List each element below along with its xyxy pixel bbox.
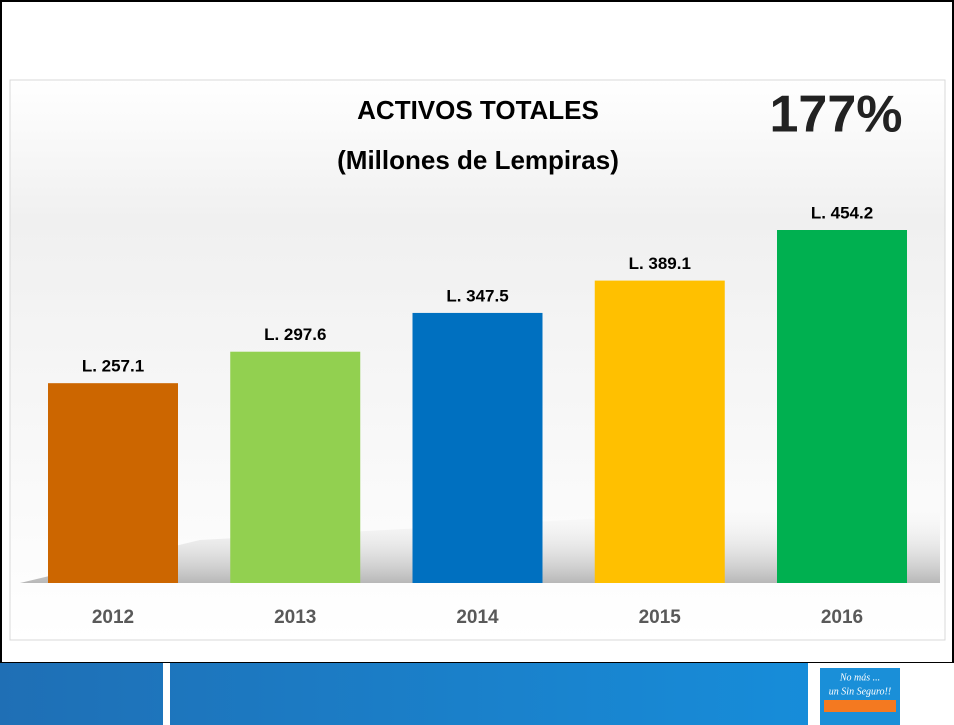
bar: [48, 383, 178, 583]
value-label: L. 347.5: [446, 286, 508, 305]
bar: [777, 230, 907, 583]
footer-band: [0, 663, 954, 725]
bar: [594, 280, 725, 583]
logo-strip: [824, 700, 896, 712]
chart-subtitle: (Millones de Lempiras): [337, 145, 619, 175]
value-label: L. 389.1: [629, 254, 691, 273]
bar: [412, 312, 543, 583]
x-tick-label: 2016: [821, 607, 863, 628]
x-tick-label: 2014: [456, 607, 499, 628]
logo: [820, 668, 900, 725]
value-label: L. 257.1: [82, 357, 144, 376]
bar: [230, 351, 361, 583]
x-tick-label: 2013: [274, 607, 316, 628]
value-label: L. 454.2: [811, 203, 873, 222]
value-label: L. 297.6: [264, 325, 326, 344]
logo-text: un Sin Seguro!!: [829, 686, 891, 697]
annotation: 177%: [770, 86, 903, 144]
chart-title: ACTIVOS TOTALES: [357, 95, 599, 125]
x-tick-label: 2015: [639, 607, 682, 628]
logo-text: No más ...: [839, 672, 880, 683]
footer-divider: [163, 663, 170, 725]
x-tick-label: 2012: [92, 607, 134, 628]
